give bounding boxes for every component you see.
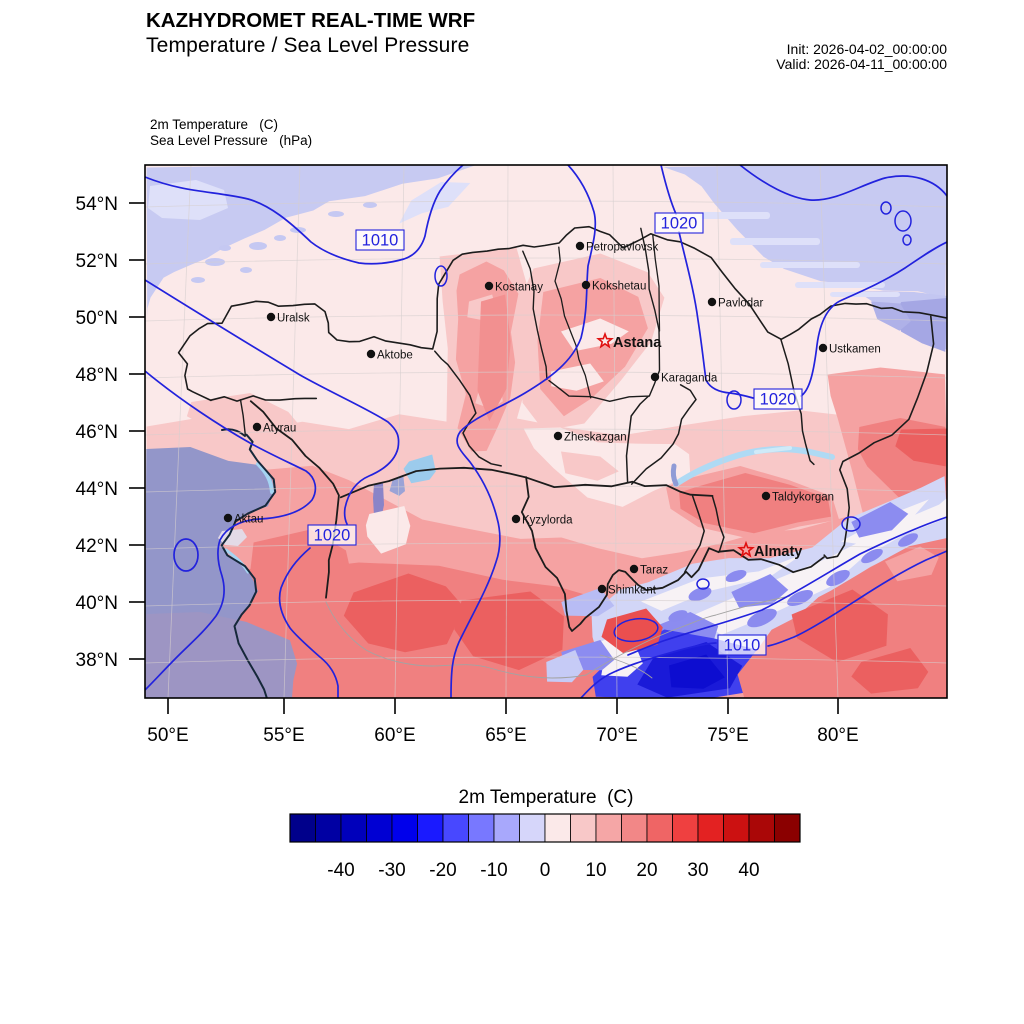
svg-text:70°E: 70°E	[596, 725, 637, 746]
svg-text:38°N: 38°N	[76, 650, 118, 671]
svg-text:Petropavlovsk: Petropavlovsk	[586, 242, 658, 254]
svg-text:Almaty: Almaty	[754, 544, 802, 560]
svg-text:2m Temperature (C): 2m Temperature (C)	[459, 787, 634, 808]
svg-text:44°N: 44°N	[76, 479, 118, 500]
svg-text:40: 40	[738, 860, 759, 881]
svg-text:Astana: Astana	[613, 335, 662, 351]
svg-text:1020: 1020	[314, 527, 351, 545]
svg-text:52°N: 52°N	[76, 251, 118, 272]
svg-text:10: 10	[585, 860, 606, 881]
svg-text:Pavlodar: Pavlodar	[718, 298, 764, 310]
svg-text:Atyrau: Atyrau	[263, 423, 296, 435]
svg-text:30: 30	[687, 860, 708, 881]
svg-text:1020: 1020	[661, 215, 698, 233]
svg-text:48°N: 48°N	[76, 365, 118, 386]
svg-text:50°N: 50°N	[76, 308, 118, 329]
svg-text:Uralsk: Uralsk	[277, 313, 310, 325]
svg-text:75°E: 75°E	[707, 725, 748, 746]
svg-text:Taldykorgan: Taldykorgan	[772, 492, 834, 504]
svg-text:60°E: 60°E	[374, 725, 415, 746]
svg-text:1020: 1020	[760, 391, 797, 409]
svg-text:-40: -40	[327, 860, 354, 881]
svg-text:-30: -30	[378, 860, 405, 881]
svg-text:80°E: 80°E	[817, 725, 858, 746]
svg-text:-10: -10	[480, 860, 507, 881]
svg-text:Shimkent: Shimkent	[608, 585, 657, 597]
svg-text:Aktau: Aktau	[234, 514, 263, 526]
svg-text:Kostanay: Kostanay	[495, 282, 543, 294]
svg-text:55°E: 55°E	[263, 725, 304, 746]
svg-text:54°N: 54°N	[76, 194, 118, 215]
svg-text:50°E: 50°E	[147, 725, 188, 746]
svg-text:46°N: 46°N	[76, 422, 118, 443]
svg-text:Ustkamen: Ustkamen	[829, 344, 881, 356]
svg-text:Kokshetau: Kokshetau	[592, 281, 646, 293]
svg-text:65°E: 65°E	[485, 725, 526, 746]
svg-text:20: 20	[636, 860, 657, 881]
svg-text:40°N: 40°N	[76, 593, 118, 614]
svg-text:-20: -20	[429, 860, 456, 881]
svg-text:1010: 1010	[724, 637, 761, 655]
svg-text:Kyzylorda: Kyzylorda	[522, 515, 573, 527]
svg-text:Taraz: Taraz	[640, 565, 668, 577]
svg-text:Zheskazgan: Zheskazgan	[564, 432, 627, 444]
svg-text:Karaganda: Karaganda	[661, 373, 718, 385]
svg-text:0: 0	[540, 860, 551, 881]
svg-text:Aktobe: Aktobe	[377, 350, 413, 362]
svg-text:42°N: 42°N	[76, 536, 118, 557]
svg-text:1010: 1010	[362, 232, 399, 250]
